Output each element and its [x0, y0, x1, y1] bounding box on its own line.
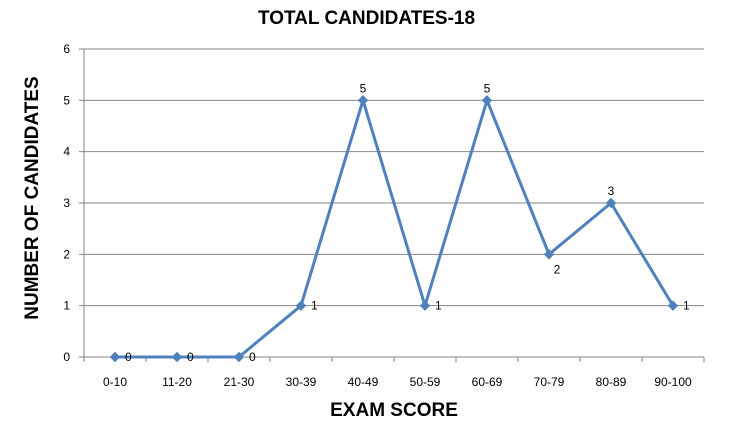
- x-tick-label: 30-39: [286, 375, 317, 389]
- data-point-marker: [295, 300, 307, 311]
- data-label: 5: [484, 81, 491, 95]
- data-label: 1: [683, 299, 690, 313]
- x-tick-label: 90-100: [654, 375, 692, 389]
- data-label: 0: [187, 350, 194, 364]
- data-point-marker: [481, 95, 493, 106]
- y-tick-label: 1: [63, 299, 70, 313]
- y-tick-label: 4: [63, 145, 70, 159]
- data-point-marker: [357, 95, 369, 106]
- series-line: [115, 98, 675, 359]
- y-tick-label: 6: [63, 42, 70, 56]
- data-label: 3: [608, 184, 615, 198]
- data-point-marker: [171, 351, 183, 363]
- y-tick-label: 0: [63, 350, 70, 364]
- x-tick-label: 70-79: [534, 375, 565, 389]
- x-axis-title: EXAM SCORE: [330, 400, 458, 421]
- data-point-marker: [233, 351, 245, 363]
- data-point-marker: [419, 300, 431, 311]
- x-tick-label: 21-30: [224, 375, 255, 389]
- x-tick-label: 0-10: [103, 375, 127, 389]
- x-tick-label: 50-59: [410, 375, 441, 389]
- data-label: 1: [311, 299, 318, 313]
- data-label: 1: [435, 299, 442, 313]
- x-tick-label: 11-20: [162, 375, 192, 389]
- data-point-marker: [543, 249, 555, 260]
- x-tick-label: 40-49: [348, 375, 379, 389]
- x-tick-label: 60-69: [472, 375, 503, 389]
- x-tick-label: 80-89: [596, 375, 627, 389]
- data-point-marker: [605, 197, 617, 209]
- data-label: 0: [249, 350, 256, 364]
- data-label: 5: [360, 81, 367, 95]
- data-label: 2: [554, 262, 561, 276]
- data-point-marker: [109, 351, 121, 363]
- y-tick-label: 3: [63, 196, 70, 210]
- data-label: 0: [125, 350, 132, 364]
- y-tick-label: 5: [63, 93, 70, 107]
- y-tick-label: 2: [63, 247, 70, 261]
- data-point-marker: [667, 300, 679, 311]
- chart-title: TOTAL CANDIDATES-18: [257, 8, 476, 29]
